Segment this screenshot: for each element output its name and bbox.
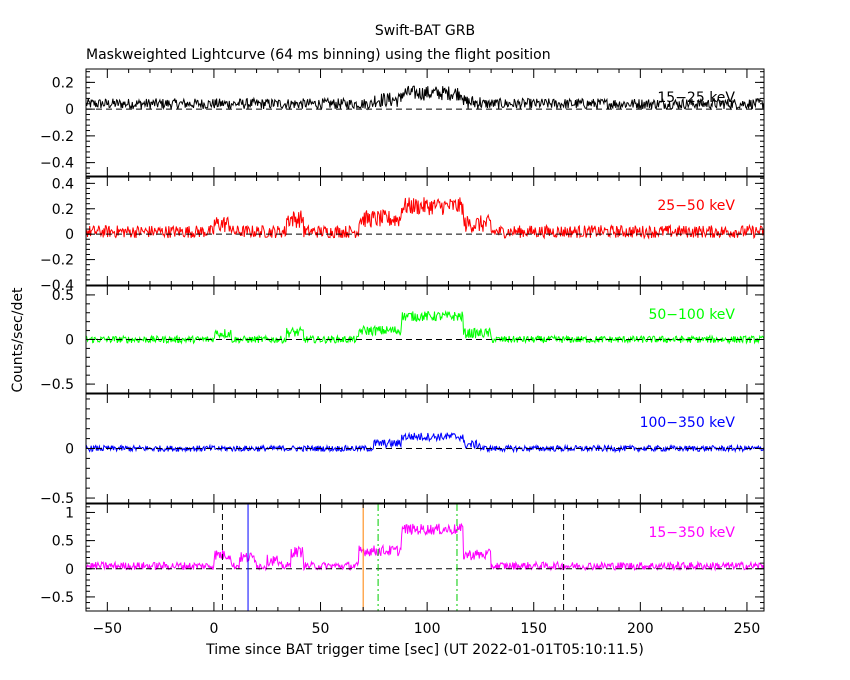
y-tick-label: 0 (65, 333, 74, 349)
chart-subtitle: Maskweighted Lightcurve (64 ms binning) … (86, 47, 551, 63)
panel-frame (85, 503, 765, 612)
y-tick-label: 0.2 (52, 202, 74, 218)
y-tick-label: 0 (65, 562, 74, 578)
x-tick-label: 150 (520, 621, 547, 637)
series-line (85, 309, 765, 345)
y-tick-label: −0.5 (40, 377, 74, 393)
y-tick-label: 0 (65, 227, 74, 243)
panels: 0.2 0 −0.2 −0.4 15−25 keV 0.4 0.2 0 −0.2 −0.4 25−5… (40, 68, 765, 612)
x-tick-label: 50 (312, 621, 330, 637)
y-tick-label: −0.4 (40, 156, 74, 172)
y-tick-label: 1 (65, 505, 74, 521)
panel-15-25-keV: 0.2 0 −0.2 −0.4 15−25 keV (40, 68, 765, 177)
y-tick-label: 0.4 (52, 176, 74, 192)
y-tick-label: −0.2 (40, 129, 74, 145)
y-tick-label: 0.5 (52, 534, 74, 550)
series-line (85, 431, 765, 454)
series-line (85, 85, 765, 111)
y-tick-label: −0.4 (40, 278, 74, 294)
y-tick-label: −0.2 (40, 253, 74, 269)
panel-frame (85, 68, 765, 177)
series-line (85, 522, 765, 572)
panel-50-100-keV: 0.5 0 −0.5 50−100 keV (40, 285, 765, 394)
y-tick-label: 0.5 (52, 288, 74, 304)
panel-15-350-keV: 1 0.5 0 −0.5 15−350 keV (40, 503, 765, 612)
band-label: 15−25 keV (657, 90, 735, 106)
panel-frame (85, 176, 765, 286)
band-label: 50−100 keV (648, 307, 735, 323)
y-axis-label: Counts/sec/det (10, 287, 26, 392)
band-label: 100−350 keV (640, 415, 736, 431)
panel-25-50-keV: 0.4 0.2 0 −0.2 −0.4 25−50 keV (40, 176, 765, 294)
x-tick-label: 250 (734, 621, 761, 637)
y-tick-label: 0 (65, 102, 74, 118)
band-label: 15−350 keV (648, 525, 735, 541)
y-tick-label: −0.5 (40, 491, 74, 507)
x-axis: −50 0 50 100 150 200 250 (93, 621, 761, 637)
chart-title: Swift-BAT GRB (375, 23, 475, 39)
band-label: 25−50 keV (657, 198, 735, 214)
x-tick-label: −50 (93, 621, 123, 637)
x-tick-label: 0 (209, 621, 218, 637)
x-tick-label: 200 (627, 621, 654, 637)
x-axis-label: Time since BAT trigger time [sec] (UT 20… (205, 642, 644, 658)
y-tick-label: 0.2 (52, 75, 74, 91)
series-line (85, 197, 765, 240)
panel-100-350-keV: 0 −0.5 100−350 keV (40, 393, 765, 507)
y-tick-label: 0 (65, 442, 74, 458)
x-tick-label: 100 (414, 621, 441, 637)
y-tick-label: −0.5 (40, 590, 74, 606)
